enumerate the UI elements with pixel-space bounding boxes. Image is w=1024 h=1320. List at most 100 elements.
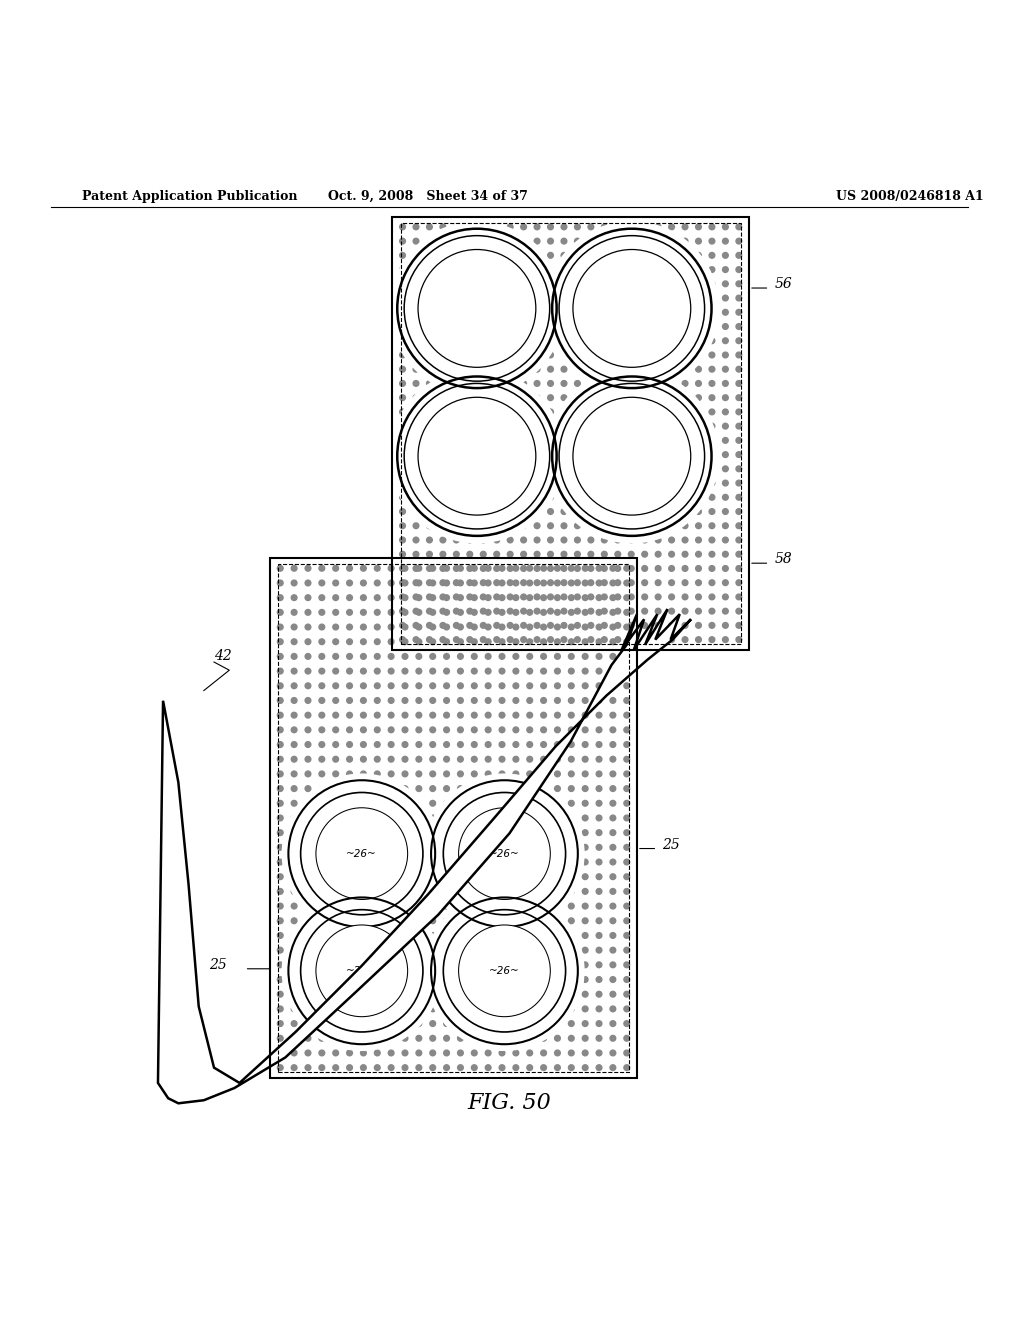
Circle shape — [695, 224, 701, 230]
Circle shape — [629, 252, 634, 259]
Circle shape — [454, 495, 459, 500]
Circle shape — [499, 903, 505, 909]
Circle shape — [333, 682, 339, 689]
Circle shape — [467, 466, 473, 471]
Circle shape — [548, 239, 553, 244]
Circle shape — [413, 609, 419, 614]
Circle shape — [291, 565, 297, 572]
Circle shape — [629, 409, 634, 414]
Circle shape — [507, 252, 513, 259]
Circle shape — [458, 991, 463, 997]
Circle shape — [527, 948, 532, 953]
Circle shape — [319, 610, 325, 615]
Circle shape — [695, 437, 701, 444]
Circle shape — [610, 845, 615, 850]
Circle shape — [494, 323, 500, 330]
Circle shape — [527, 595, 532, 601]
Circle shape — [624, 888, 630, 894]
Circle shape — [568, 962, 574, 968]
Circle shape — [588, 267, 594, 272]
Circle shape — [388, 1035, 394, 1041]
Circle shape — [521, 537, 526, 543]
Circle shape — [669, 338, 675, 343]
Circle shape — [440, 480, 445, 486]
Circle shape — [568, 771, 574, 776]
Circle shape — [527, 713, 532, 718]
Circle shape — [388, 816, 394, 821]
Circle shape — [624, 845, 630, 850]
Circle shape — [574, 552, 581, 557]
Circle shape — [561, 466, 567, 471]
Circle shape — [507, 495, 513, 500]
Circle shape — [427, 252, 432, 259]
Circle shape — [480, 636, 486, 643]
Circle shape — [709, 451, 715, 458]
Circle shape — [521, 395, 526, 400]
Circle shape — [278, 1020, 283, 1027]
Circle shape — [360, 624, 367, 630]
Circle shape — [291, 697, 297, 704]
Circle shape — [615, 424, 621, 429]
Circle shape — [535, 437, 540, 444]
Circle shape — [521, 380, 526, 387]
Circle shape — [596, 756, 602, 762]
Circle shape — [736, 267, 741, 272]
Circle shape — [601, 239, 607, 244]
Circle shape — [548, 424, 553, 429]
Circle shape — [615, 508, 621, 515]
Circle shape — [416, 639, 422, 644]
Circle shape — [601, 579, 607, 586]
Circle shape — [458, 800, 463, 807]
Circle shape — [588, 239, 594, 244]
Circle shape — [375, 697, 380, 704]
Circle shape — [548, 523, 553, 528]
Circle shape — [709, 281, 715, 286]
Circle shape — [583, 845, 588, 850]
Circle shape — [555, 742, 560, 747]
Circle shape — [568, 859, 574, 865]
Circle shape — [583, 697, 588, 704]
Circle shape — [494, 239, 500, 244]
Circle shape — [583, 579, 588, 586]
Circle shape — [561, 338, 567, 343]
Circle shape — [588, 296, 594, 301]
Circle shape — [615, 281, 621, 286]
Circle shape — [568, 830, 574, 836]
Circle shape — [541, 1020, 547, 1027]
Circle shape — [588, 480, 594, 486]
Circle shape — [568, 595, 574, 601]
Circle shape — [375, 742, 380, 747]
Circle shape — [507, 424, 513, 429]
Circle shape — [561, 437, 567, 444]
Circle shape — [596, 682, 602, 689]
Circle shape — [485, 1035, 490, 1041]
Circle shape — [610, 565, 615, 572]
Circle shape — [695, 395, 701, 400]
Circle shape — [291, 653, 297, 659]
Circle shape — [723, 508, 728, 515]
Circle shape — [485, 1006, 490, 1011]
Circle shape — [669, 352, 675, 358]
Circle shape — [568, 1020, 574, 1027]
Circle shape — [413, 224, 419, 230]
Circle shape — [291, 1006, 297, 1011]
Circle shape — [601, 424, 607, 429]
Circle shape — [494, 252, 500, 259]
Circle shape — [471, 727, 477, 733]
Circle shape — [375, 565, 380, 572]
Circle shape — [601, 623, 607, 628]
Circle shape — [527, 991, 532, 997]
Circle shape — [624, 727, 630, 733]
Circle shape — [499, 668, 505, 675]
Circle shape — [494, 636, 500, 643]
Circle shape — [360, 903, 367, 909]
Circle shape — [535, 466, 540, 471]
Circle shape — [402, 697, 408, 704]
Circle shape — [454, 523, 459, 528]
Circle shape — [521, 281, 526, 286]
Circle shape — [601, 565, 607, 572]
Circle shape — [291, 610, 297, 615]
Circle shape — [736, 508, 741, 515]
Circle shape — [399, 409, 406, 414]
Circle shape — [588, 451, 594, 458]
